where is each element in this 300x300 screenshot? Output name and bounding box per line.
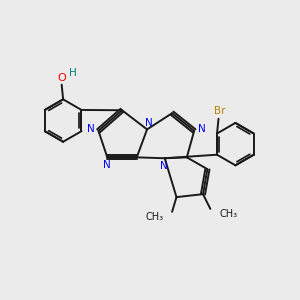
Text: N: N bbox=[103, 160, 111, 170]
Text: N: N bbox=[87, 124, 95, 134]
Text: N: N bbox=[145, 118, 152, 128]
Text: CH₃: CH₃ bbox=[146, 212, 164, 222]
Text: O: O bbox=[57, 73, 66, 83]
Text: H: H bbox=[69, 68, 77, 78]
Text: N: N bbox=[198, 124, 206, 134]
Text: CH₃: CH₃ bbox=[220, 209, 238, 219]
Text: N: N bbox=[160, 161, 168, 171]
Text: Br: Br bbox=[214, 106, 226, 116]
